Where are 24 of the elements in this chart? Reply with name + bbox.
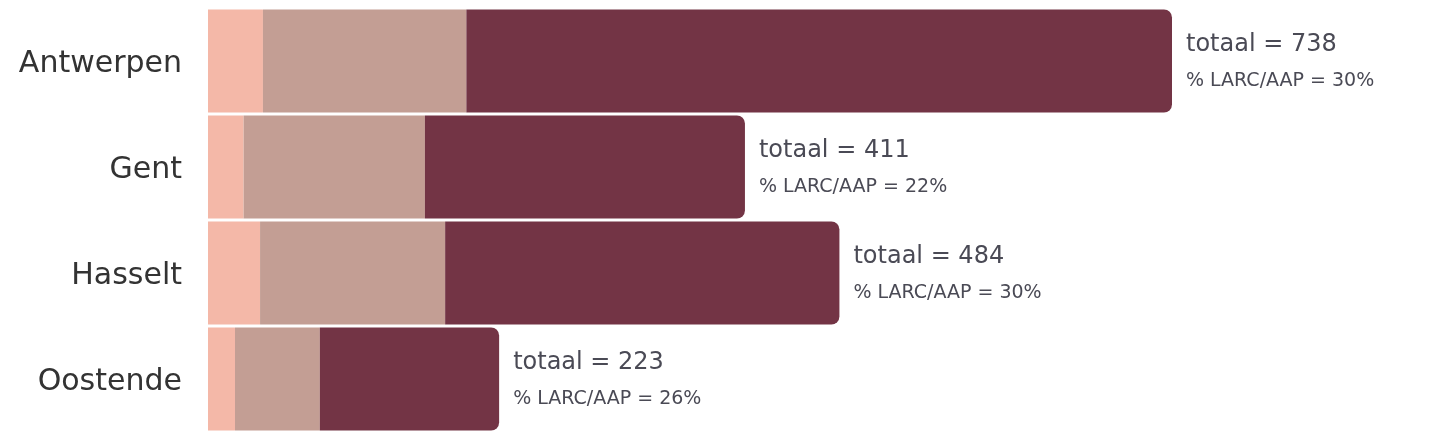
bar [319,327,500,431]
bar [445,221,840,325]
bar [466,9,1172,113]
bar [262,9,467,113]
annotation: % LARC/AAP = 26% [513,386,702,408]
annotation: % LARC/AAP = 22% [758,174,948,196]
text: % LARC/AAP = 30% [1186,68,1375,90]
bar [243,115,425,219]
y-tick-label: Oostende [37,361,182,397]
bar [424,115,745,219]
bar [208,327,235,431]
bar [208,115,244,219]
bar [234,327,320,431]
annotation: % LARC/AAP = 30% [853,280,1042,302]
y-tick-label: Gent [109,149,183,185]
y-tick-label: Antwerpen [18,43,182,79]
y-tick-label: Hasselt [71,255,183,291]
text: totaal = 738 [1186,29,1337,57]
bar [208,221,261,325]
annotation: totaal = 223 [513,347,664,375]
bar [260,221,446,325]
annotation: totaal = 411 [758,135,910,163]
bar [208,9,263,113]
annotation: totaal = 484 [853,241,1005,269]
